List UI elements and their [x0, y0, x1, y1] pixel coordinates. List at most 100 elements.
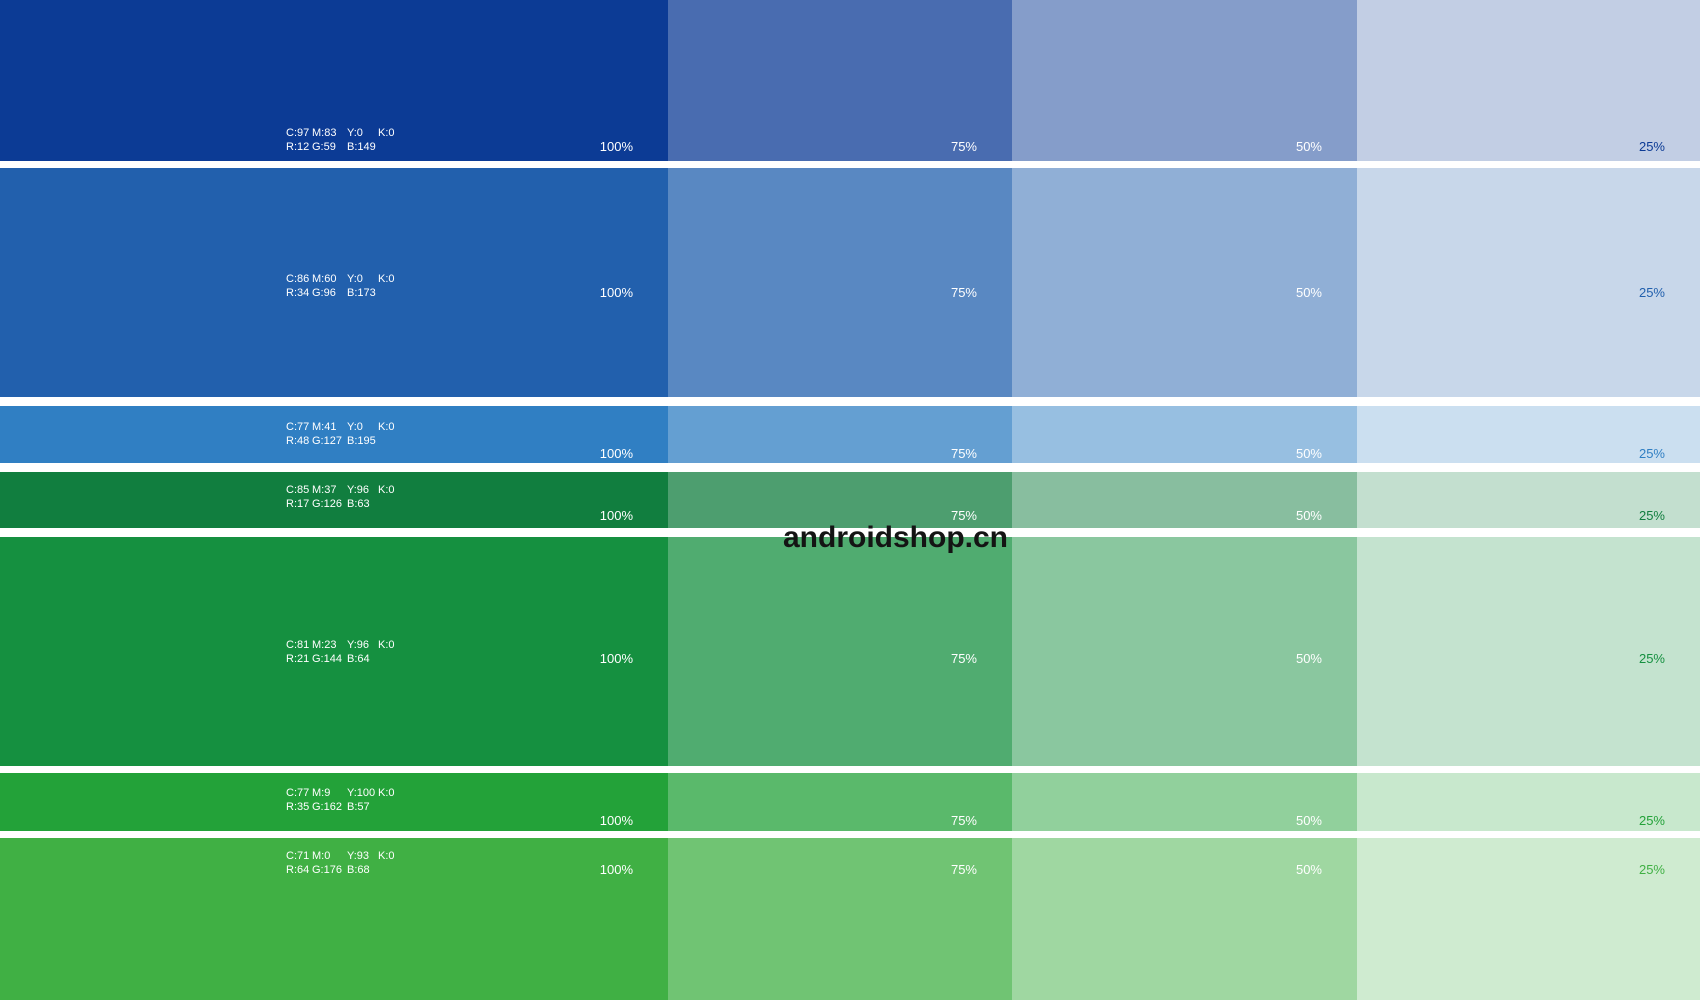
cmyk-value: M:83 — [312, 127, 337, 139]
cmyk-value: C:97 — [286, 127, 310, 139]
rgb-value: B:57 — [347, 801, 370, 813]
tint-swatch — [0, 773, 668, 831]
tint-percpoint-label: 100% — [599, 285, 633, 300]
cmyk-value: Y:0 — [347, 127, 363, 139]
cmyk-values-line: C:85 M:37 Y:96 K:0 — [286, 483, 395, 497]
tint-swatch — [668, 472, 1012, 528]
cmyk-value: M:9 — [312, 787, 331, 799]
tint-percpoint-label: 75% — [950, 813, 977, 828]
color-spec-block: C:71 M:0 Y:93 K:0 R:64 G:176 B:68 — [286, 849, 395, 877]
tint-swatch — [1357, 472, 1700, 528]
color-spec-block: C:97 M:83 Y:0 K:0 R:12 G:59 B:149 — [286, 126, 395, 154]
tint-percpoint-label: 75% — [950, 139, 977, 154]
tint-percpoint-label: 100% — [599, 862, 633, 877]
cmyk-value: K:0 — [378, 787, 395, 799]
tint-swatch — [668, 537, 1012, 766]
color-spec-block: C:77 M:41 Y:0 K:0 R:48 G:127 B:195 — [286, 420, 395, 448]
rgb-value: R:21 — [286, 653, 310, 665]
rgb-value: R:35 — [286, 801, 310, 813]
rgb-value: G:162 — [312, 801, 342, 813]
cmyk-value: C:81 — [286, 639, 310, 651]
cmyk-values-line: C:71 M:0 Y:93 K:0 — [286, 849, 395, 863]
tint-percpoint-label: 25% — [1638, 446, 1665, 461]
tint-percpoint-label: 25% — [1638, 813, 1665, 828]
tint-swatch — [1357, 0, 1700, 161]
rgb-value: G:126 — [312, 498, 342, 510]
tint-swatch — [1012, 838, 1357, 1000]
color-band: 100% 75% 50% 25% C:97 M:83 Y:0 K:0 R:12 G:59 B:149 — [0, 0, 1700, 161]
rgb-value: G:59 — [312, 141, 336, 153]
tint-percpoint-label: 50% — [1295, 862, 1322, 877]
rgb-value: B:149 — [347, 141, 376, 153]
tint-swatch — [1012, 773, 1357, 831]
tint-swatch — [1357, 838, 1700, 1000]
rgb-value: R:48 — [286, 435, 310, 447]
cmyk-value: C:77 — [286, 787, 310, 799]
cmyk-value: K:0 — [378, 273, 395, 285]
tint-percpoint-label: 100% — [599, 446, 633, 461]
cmyk-value: K:0 — [378, 421, 395, 433]
tint-percpoint-label: 75% — [950, 862, 977, 877]
rgb-value: G:144 — [312, 653, 342, 665]
cmyk-values-line: C:77 M:41 Y:0 K:0 — [286, 420, 395, 434]
rgb-value: G:127 — [312, 435, 342, 447]
cmyk-value: K:0 — [378, 484, 395, 496]
tint-swatch — [1012, 406, 1357, 463]
color-band: 100% 75% 50% 25% C:77 M:41 Y:0 K:0 R:48 G:127 B:19… — [0, 406, 1700, 463]
cmyk-value: Y:96 — [347, 484, 370, 496]
tint-percpoint-label: 100% — [599, 651, 633, 666]
cmyk-value: K:0 — [378, 127, 395, 139]
tint-swatch — [1357, 406, 1700, 463]
tint-swatch — [668, 168, 1012, 397]
tint-swatch — [1357, 537, 1700, 766]
tint-percpoint-label: 25% — [1638, 651, 1665, 666]
tint-percpoint-label: 50% — [1295, 139, 1322, 154]
rgb-values-line: R:17 G:126 B:63 — [286, 497, 395, 511]
tint-percpoint-label: 25% — [1638, 139, 1665, 154]
tint-swatch — [1012, 168, 1357, 397]
tint-percpoint-label: 100% — [599, 813, 633, 828]
cmyk-value: K:0 — [378, 639, 395, 651]
tint-swatch — [668, 406, 1012, 463]
cmyk-value: M:41 — [312, 421, 337, 433]
cmyk-value: Y:0 — [347, 273, 363, 285]
cmyk-value: Y:93 — [347, 850, 370, 862]
rgb-values-line: R:48 G:127 B:195 — [286, 434, 395, 448]
tint-swatch — [0, 168, 668, 397]
tint-swatch — [0, 0, 668, 161]
rgb-value: R:64 — [286, 864, 310, 876]
cmyk-values-line: C:97 M:83 Y:0 K:0 — [286, 126, 395, 140]
tint-percpoint-label: 75% — [950, 651, 977, 666]
rgb-value: R:34 — [286, 287, 310, 299]
tint-swatch — [668, 773, 1012, 831]
rgb-values-line: R:64 G:176 B:68 — [286, 863, 395, 877]
cmyk-values-line: C:81 M:23 Y:96 K:0 — [286, 638, 395, 652]
cmyk-value: M:60 — [312, 273, 337, 285]
rgb-value: R:17 — [286, 498, 310, 510]
color-band: 100% 75% 50% 25% C:71 M:0 Y:93 K:0 R:64 G:176 B:68 — [0, 838, 1700, 1000]
color-spec-block: C:86 M:60 Y:0 K:0 R:34 G:96 B:173 — [286, 272, 395, 300]
tint-percpoint-label: 25% — [1638, 285, 1665, 300]
cmyk-value: C:85 — [286, 484, 310, 496]
color-band: 100% 75% 50% 25% C:81 M:23 Y:96 K:0 R:21 G:144 B:6… — [0, 537, 1700, 766]
watermark-text: androidshop.cn — [783, 521, 1008, 554]
rgb-value: R:12 — [286, 141, 310, 153]
tint-percpoint-label: 100% — [599, 139, 633, 154]
rgb-values-line: R:12 G:59 B:149 — [286, 140, 395, 154]
rgb-value: B:68 — [347, 864, 370, 876]
cmyk-values-line: C:77 M:9 Y:100 K:0 — [286, 786, 395, 800]
color-spec-block: C:85 M:37 Y:96 K:0 R:17 G:126 B:63 — [286, 483, 395, 511]
tint-percpoint-label: 25% — [1638, 862, 1665, 877]
rgb-values-line: R:34 G:96 B:173 — [286, 286, 395, 300]
tint-percpoint-label: 50% — [1295, 446, 1322, 461]
tint-percpoint-label: 75% — [950, 446, 977, 461]
cmyk-values-line: C:86 M:60 Y:0 K:0 — [286, 272, 395, 286]
cmyk-value: K:0 — [378, 850, 395, 862]
tint-percpoint-label: 75% — [950, 285, 977, 300]
cmyk-value: Y:0 — [347, 421, 363, 433]
tint-swatch — [668, 0, 1012, 161]
tint-swatch — [1357, 168, 1700, 397]
tint-swatch — [1012, 537, 1357, 766]
color-band: 100% 75% 50% 25% C:77 M:9 Y:100 K:0 R:35 G:162 B:5… — [0, 773, 1700, 831]
